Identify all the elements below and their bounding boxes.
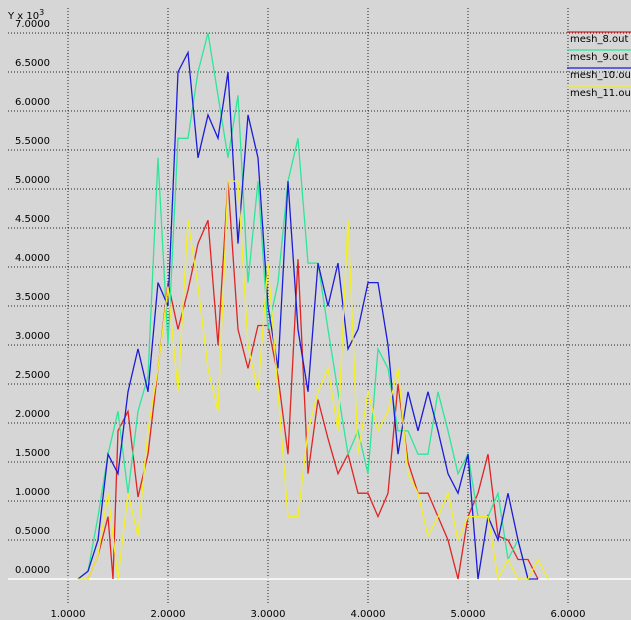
y-axis-label: Y x 103 [7,8,44,23]
x-tick-label: 6.0000 [551,609,586,620]
y-tick-label: 6.0000 [15,97,50,108]
x-tick-label: 1.0000 [51,609,86,620]
x-tick-label: 5.0000 [451,609,486,620]
legend-label: mesh_9.out [570,52,628,63]
y-tick-label: 4.5000 [15,214,50,225]
legend-label: mesh_11.ou [570,88,631,99]
y-tick-label: 2.0000 [15,409,50,420]
y-tick-label: 6.5000 [15,58,50,69]
series-line [87,181,539,580]
lines [77,32,549,582]
series-line [77,50,538,580]
y-tick-label: 1.0000 [15,487,50,498]
labels: 0.0000 0.5000 1.0000 1.5000 2.0000 2.5000 3.00… [15,19,631,620]
series-line [77,32,529,580]
y-label-base: Y x 10 [7,11,39,22]
legend-label: mesh_10.ou [570,70,631,81]
y-tick-label: 7.0000 [15,19,50,30]
x-tick-label: 3.0000 [251,609,286,620]
x-tick-label: 4.0000 [351,609,386,620]
y-tick-label: 1.5000 [15,448,50,459]
x-tick-label: 2.0000 [151,609,186,620]
y-tick-label: 3.0000 [15,331,50,342]
y-tick-label: 3.5000 [15,292,50,303]
y-tick-label: 0.0000 [15,565,50,576]
legend-label: mesh_8.out [570,34,628,45]
y-label-exponent: 3 [39,8,44,17]
y-tick-label: 2.5000 [15,370,50,381]
y-tick-label: 0.5000 [15,526,50,537]
y-tick-label: 5.5000 [15,136,50,147]
series-line [78,180,549,582]
legend-box [566,28,631,102]
y-tick-label: 5.0000 [15,175,50,186]
y-tick-label: 4.0000 [15,253,50,264]
